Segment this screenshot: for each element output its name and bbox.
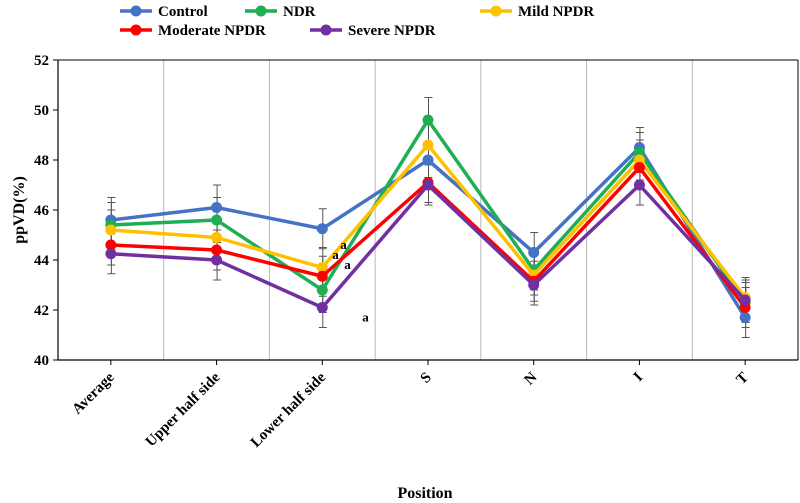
data-point-mild-npdr [105, 224, 117, 236]
data-point-severe-npdr [528, 279, 540, 291]
data-point-control [316, 223, 328, 235]
x-tick-label: Lower half side [248, 369, 329, 450]
data-point-ndr [316, 284, 328, 296]
data-point-mild-npdr [211, 232, 223, 243]
legend-marker-control [130, 5, 142, 17]
x-tick-label: T [734, 370, 752, 388]
axes: 40 42 44 46 48 50 52 Average Upper half side Lowe… [34, 53, 799, 451]
legend-marker-severe-npdr [320, 24, 332, 36]
data-point-moderate-npdr [211, 244, 223, 256]
data-point-moderate-npdr [316, 270, 328, 282]
x-tick-label: I [631, 369, 647, 385]
data-point-mild-npdr [316, 262, 328, 273]
y-tick-label: 46 [34, 203, 50, 219]
x-axis-title: Position [397, 485, 452, 502]
data-point-ndr [211, 214, 223, 226]
data-point-control [211, 202, 223, 213]
data-point-moderate-npdr [105, 239, 117, 251]
y-tick-label: 40 [34, 353, 49, 369]
x-tick-label: Average [69, 369, 117, 417]
data-point-severe-npdr [211, 254, 223, 266]
legend-label-severe-npdr: Severe NPDR [348, 23, 436, 39]
error-bars [107, 97, 750, 338]
y-axis-title: ppVD(%) [11, 176, 28, 244]
annotation-label: a [332, 247, 339, 262]
legend-marker-mild-npdr [490, 5, 502, 17]
annotation-label: a [340, 237, 347, 252]
y-tick-label: 44 [34, 253, 50, 269]
legend-marker-moderate-npdr [130, 24, 142, 36]
data-point-severe-npdr [422, 179, 434, 191]
data-point-severe-npdr [739, 294, 751, 306]
x-tick-label: Upper half side [143, 369, 224, 450]
data-point-moderate-npdr [633, 162, 645, 173]
data-point-control [528, 247, 540, 258]
y-tick-label: 42 [34, 303, 49, 319]
x-tick-label: N [522, 369, 541, 388]
legend-label-mild-npdr: Mild NPDR [518, 4, 594, 20]
legend: Control NDR Mild NPDR Moderate NPDR Severe N… [120, 4, 594, 39]
legend-marker-ndr [255, 5, 267, 17]
legend-label-control: Control [158, 4, 208, 20]
legend-label-ndr: NDR [283, 4, 316, 20]
data-point-control [422, 154, 434, 166]
annotation-label: a [362, 310, 369, 325]
data-point-severe-npdr [633, 179, 645, 191]
x-tick-label: S [418, 370, 435, 387]
data-point-mild-npdr [422, 139, 434, 151]
annotation-label: a [344, 257, 351, 272]
series-group [105, 114, 751, 323]
y-tick-label: 50 [34, 103, 49, 119]
data-point-severe-npdr [105, 248, 117, 260]
y-tick-label: 52 [34, 53, 49, 69]
y-tick-label: 48 [34, 153, 49, 169]
data-point-control [739, 312, 751, 323]
data-point-severe-npdr [316, 302, 328, 313]
legend-label-moderate-npdr: Moderate NPDR [158, 23, 266, 39]
data-point-ndr [422, 114, 434, 126]
